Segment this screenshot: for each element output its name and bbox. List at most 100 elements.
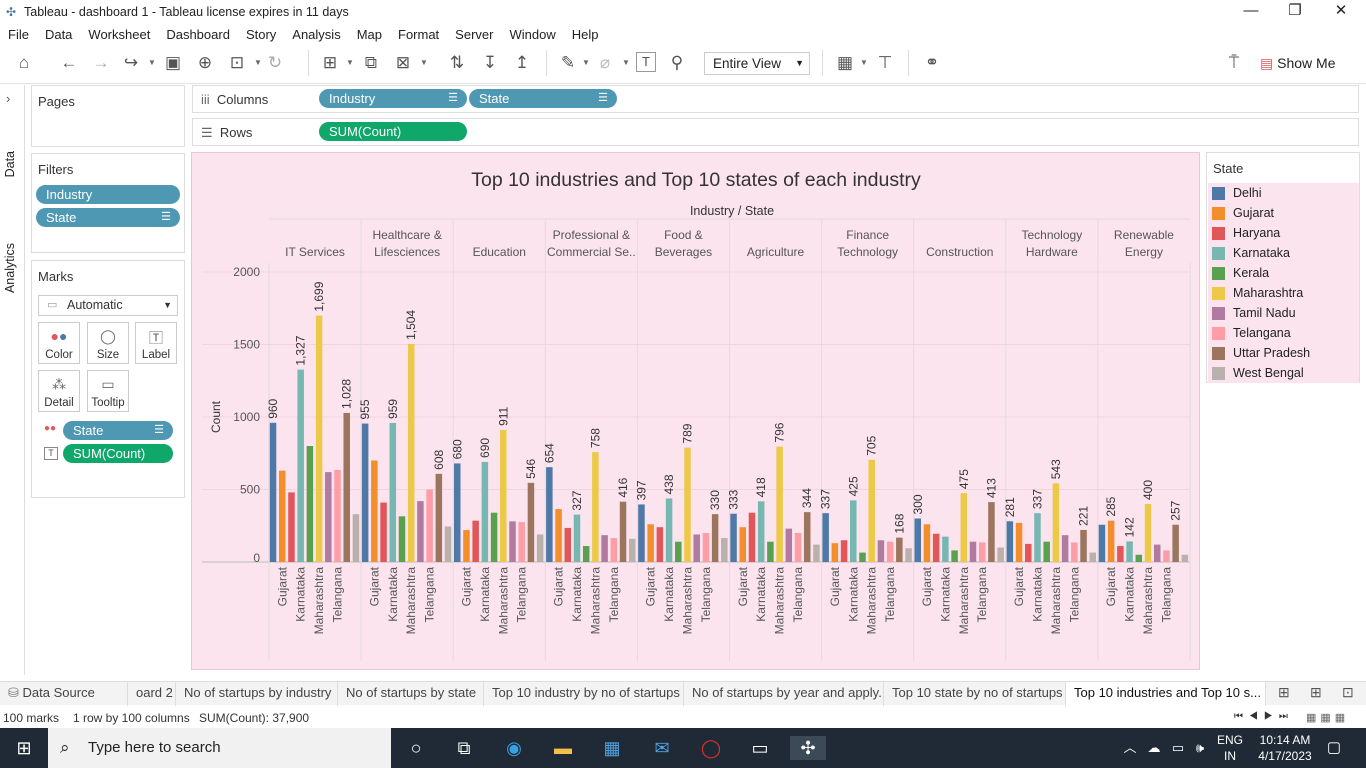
group-icon[interactable]: ⌀ xyxy=(599,53,611,72)
taskbar-search[interactable]: ⌕ Type here to search xyxy=(48,728,391,768)
chevron-down-icon[interactable]: ▼ xyxy=(860,58,868,67)
swap-icon[interactable]: ⇅ xyxy=(449,53,465,72)
refresh-icon[interactable]: ↻ xyxy=(267,53,283,72)
minimize-icon[interactable]: — xyxy=(1243,2,1259,19)
redo-icon[interactable]: → xyxy=(92,53,110,72)
new-data-source-icon[interactable]: ⊕ xyxy=(197,53,213,72)
tab-top10-state[interactable]: Top 10 state by no of startups xyxy=(884,682,1066,706)
legend-item[interactable]: Tamil Nadu xyxy=(1212,304,1296,322)
sheet-navigation-icons[interactable]: ⏮◀▶⏭ xyxy=(1234,711,1294,722)
chevron-down-icon[interactable]: ▼ xyxy=(420,58,428,67)
tab-data-source[interactable]: ⛁ Data Source xyxy=(0,682,128,706)
marks-pill-state[interactable]: State ☰ xyxy=(63,421,173,440)
menu-help[interactable]: Help xyxy=(571,26,599,42)
marks-pill-sum-count[interactable]: SUM(Count) xyxy=(63,444,173,463)
legend-item[interactable]: Karnataka xyxy=(1212,244,1290,262)
presentation-mode-icon[interactable]: ⊤ xyxy=(877,53,893,72)
new-worksheet-tab-icon[interactable]: ⊞ xyxy=(1278,684,1290,700)
chevron-down-icon[interactable]: ▼ xyxy=(582,58,590,67)
remote-desktop-icon[interactable]: ▭ xyxy=(751,738,769,758)
legend-item[interactable]: Delhi xyxy=(1212,184,1262,202)
chart-area[interactable]: Top 10 industries and Top 10 states of e… xyxy=(191,152,1200,670)
filter-pill-state[interactable]: State ☰ xyxy=(36,208,180,227)
volume-icon[interactable]: 🕪 xyxy=(1195,740,1205,755)
windows-start-icon[interactable]: ⊞ xyxy=(16,738,32,758)
file-explorer-icon[interactable]: ▬ xyxy=(554,738,572,758)
legend-item[interactable]: Telangana xyxy=(1212,324,1291,342)
bar-chart[interactable]: Top 10 industries and Top 10 states of e… xyxy=(192,153,1201,671)
clear-sheet-icon[interactable]: ⊠ xyxy=(395,53,411,72)
chevron-down-icon[interactable]: ▼ xyxy=(148,58,156,67)
legend-item[interactable]: Maharashtra xyxy=(1212,284,1303,302)
chevron-down-icon[interactable]: ▼ xyxy=(254,58,262,67)
language-indicator[interactable]: ENG IN xyxy=(1214,732,1246,764)
restore-icon[interactable]: ❐ xyxy=(1288,2,1302,19)
analytics-tab[interactable]: Analytics xyxy=(3,243,17,294)
menu-file[interactable]: File xyxy=(8,26,29,42)
close-icon[interactable]: ✕ xyxy=(1334,2,1348,19)
fit-dropdown[interactable]: Entire View ▼ xyxy=(704,52,810,75)
legend-item[interactable]: Uttar Pradesh xyxy=(1212,344,1310,362)
menu-dashboard[interactable]: Dashboard xyxy=(166,26,230,42)
task-view-icon[interactable]: ⧉ xyxy=(457,738,471,758)
tab-top10-industries-states[interactable]: Top 10 industries and Top 10 s... xyxy=(1066,682,1266,706)
sort-descending-icon[interactable]: ↥ xyxy=(514,53,530,72)
rows-pill-sum-count[interactable]: SUM(Count) xyxy=(319,122,467,141)
tableau-taskbar-icon[interactable]: ✣ xyxy=(790,736,826,760)
cortana-icon[interactable]: ○ xyxy=(410,738,422,758)
share-icon[interactable]: ⚭ xyxy=(924,53,940,72)
pause-updates-icon[interactable]: ⊡ xyxy=(229,53,245,72)
save-icon[interactable]: ▣ xyxy=(164,53,182,72)
expand-pane-icon[interactable]: › xyxy=(6,91,11,106)
undo-icon[interactable]: ← xyxy=(60,53,78,72)
data-tab[interactable]: Data xyxy=(3,151,17,178)
replay-icon[interactable]: ↪ xyxy=(123,53,139,72)
battery-icon[interactable]: ▭ xyxy=(1171,740,1185,755)
chevron-down-icon[interactable]: ▼ xyxy=(346,58,354,67)
mark-type-dropdown[interactable]: ▭ Automatic ▼ xyxy=(38,295,178,316)
new-worksheet-icon[interactable]: ⊞ xyxy=(322,53,338,72)
edge-icon[interactable]: ◉ xyxy=(506,738,522,758)
highlight-icon[interactable]: ✎ xyxy=(560,53,576,72)
opera-icon[interactable]: ◯ xyxy=(700,738,722,758)
menu-window[interactable]: Window xyxy=(509,26,556,42)
legend-item[interactable]: West Bengal xyxy=(1212,364,1304,382)
tab-startups-by-year[interactable]: No of startups by year and apply... xyxy=(684,682,884,706)
clock[interactable]: 10:14 AM 4/17/2023 xyxy=(1250,732,1320,764)
store-icon[interactable]: ▦ xyxy=(603,738,621,758)
new-story-tab-icon[interactable]: ⊡ xyxy=(1342,684,1354,700)
show-cards-icon[interactable]: ▦ xyxy=(836,53,854,72)
tab-top10-industry[interactable]: Top 10 industry by no of startups xyxy=(484,682,684,706)
legend-item[interactable]: Gujarat xyxy=(1212,204,1274,222)
duplicate-sheet-icon[interactable]: ⧉ xyxy=(364,53,378,72)
sort-ascending-icon[interactable]: ↧ xyxy=(482,53,498,72)
format-painter-icon[interactable]: ⍑ xyxy=(1228,53,1240,72)
menu-map[interactable]: Map xyxy=(356,26,382,42)
columns-pill-state[interactable]: State ☰ xyxy=(469,89,617,108)
view-mode-icons[interactable]: ▦▦▦ xyxy=(1306,712,1350,724)
pin-icon[interactable]: ⚲ xyxy=(670,53,684,72)
legend-item[interactable]: Haryana xyxy=(1212,224,1280,242)
menu-data[interactable]: Data xyxy=(44,26,73,42)
tab-startups-by-industry[interactable]: No of startups by industry xyxy=(176,682,338,706)
tab-startups-by-state[interactable]: No of startups by state xyxy=(338,682,484,706)
home-icon[interactable]: ⌂ xyxy=(18,53,30,72)
legend-item[interactable]: Kerala xyxy=(1212,264,1269,282)
new-dashboard-tab-icon[interactable]: ⊞ xyxy=(1310,684,1322,700)
tab-dashboard-2[interactable]: oard 2 xyxy=(128,682,176,706)
menu-story[interactable]: Story xyxy=(245,26,277,42)
size-button[interactable]: ◯ Size xyxy=(87,322,129,364)
detail-button[interactable]: ⁂ Detail xyxy=(38,370,80,412)
chevron-down-icon[interactable]: ▼ xyxy=(622,58,630,67)
color-button[interactable]: ●● Color xyxy=(38,322,80,364)
menu-server[interactable]: Server xyxy=(455,26,494,42)
tooltip-button[interactable]: ▭ Tooltip xyxy=(87,370,129,412)
mail-icon[interactable]: ✉ xyxy=(654,738,670,758)
label-button[interactable]: 🅃 Label xyxy=(135,322,177,364)
show-labels-icon[interactable]: T xyxy=(636,52,656,72)
network-icon[interactable]: ☁ xyxy=(1147,740,1161,755)
notifications-icon[interactable]: ▢ xyxy=(1326,739,1342,756)
filter-pill-industry[interactable]: Industry xyxy=(36,185,180,204)
columns-pill-industry[interactable]: Industry ☰ xyxy=(319,89,467,108)
menu-worksheet[interactable]: Worksheet xyxy=(88,26,151,42)
